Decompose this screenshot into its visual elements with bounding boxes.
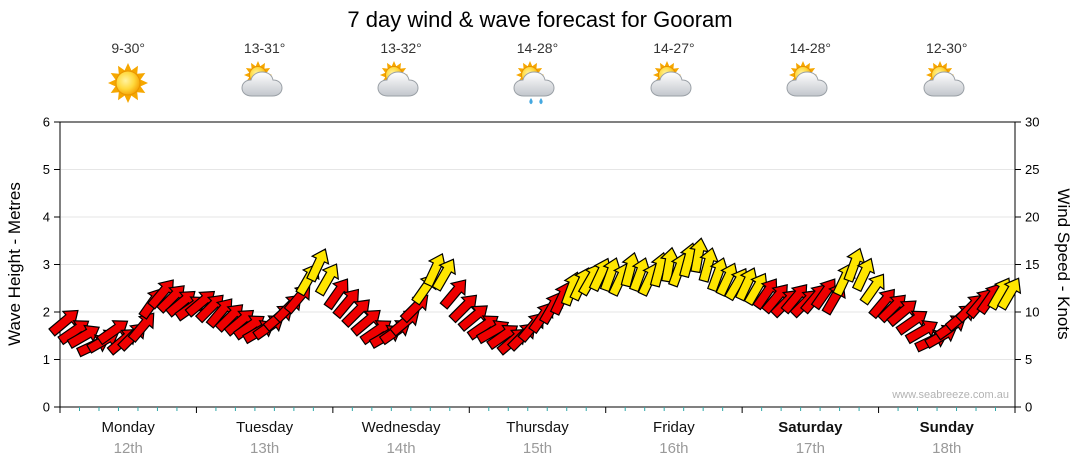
left-axis-tick-label: 3 [43,257,50,272]
temp-range-wednesday: 13-32° [380,40,422,56]
left-axis-tick-label: 1 [43,352,50,367]
day-name: Tuesday [236,419,294,436]
day-column-saturday: 14-28° [742,40,878,106]
day-date: 18th [932,440,962,457]
day-column-sunday: 12-30° [879,40,1015,106]
right-axis-title: Wind Speed - Knots [1054,188,1073,340]
left-axis-tick-label: 2 [43,305,50,320]
wind-arrow [886,300,917,328]
cloud [923,71,965,97]
temp-range-tuesday: 13-31° [243,40,286,56]
day-column-monday: 9-30° [60,40,196,106]
raindrop-icon [539,98,544,105]
wind-arrow [350,309,381,337]
day-label-monday: Monday 12th [60,419,196,457]
day-footer-row: Monday 12th Tuesday 13th Wednesday 14th Thursd… [60,419,1015,457]
cloud [650,71,692,97]
weather-icon-partly-cloudy [786,61,828,97]
page-title: 7 day wind & wave forecast for Gooram [347,7,733,32]
day-date: 13th [250,440,280,457]
weather-icon-showers [513,61,555,105]
day-date: 12th [113,440,143,457]
temp-range-friday: 14-27° [653,40,695,56]
watermark: www.seabreeze.com.au [891,389,1009,401]
right-axis-tick-label: 5 [1025,352,1032,367]
left-axis-tick-label: 4 [43,210,50,225]
wind-arrow [314,263,340,297]
day-name: Friday [653,419,695,436]
wind-arrow [306,248,330,283]
right-axis-tick-label: 30 [1025,115,1039,130]
day-column-thursday: 14-28° [469,40,605,106]
wind-arrow [439,279,467,310]
day-date: 17th [795,440,825,457]
right-axis-tick-label: 0 [1025,400,1032,415]
weather-icon-partly-cloudy [923,61,965,97]
wind-arrow [851,257,876,293]
temp-range-saturday: 14-28° [789,40,832,56]
left-axis-title: Wave Height - Metres [5,182,24,346]
wind-arrow [859,273,885,306]
left-axis-tick-label: 0 [43,400,50,415]
day-header-row: 9-30° 13-31° 13-32° 14-28° 14-27° 14-28° 12-30… [60,40,1015,106]
day-label-thursday: Thursday 15th [469,419,605,457]
wind-arrow [431,258,456,292]
day-date: 16th [659,440,689,457]
right-axis-tick-label: 10 [1025,305,1039,320]
day-column-wednesday: 13-32° [333,40,469,106]
sun-disc [115,70,141,96]
day-date: 14th [386,440,416,457]
wind-arrow [127,312,155,344]
cloud [241,71,283,97]
right-axis-tick-label: 15 [1025,257,1039,272]
day-name: Thursday [506,419,569,436]
wind-arrow [895,310,928,336]
day-label-saturday: Saturday 17th [742,419,878,457]
raindrop-icon [529,98,534,105]
cloud [377,71,419,97]
weather-icon-partly-cloudy [241,61,283,97]
weather-icon-partly-cloudy [650,61,692,97]
day-column-friday: 14-27° [606,40,742,106]
weather-icon-partly-cloudy [377,61,419,97]
wind-arrow [457,305,488,333]
day-name: Saturday [778,419,843,436]
cloud [786,71,828,97]
day-column-tuesday: 13-31° [196,40,332,106]
day-label-tuesday: Tuesday 13th [196,419,332,457]
left-axis-tick-label: 6 [43,115,50,130]
left-axis-tick-label: 5 [43,162,50,177]
temp-range-thursday: 14-28° [516,40,559,56]
temp-range-monday: 9-30° [111,40,146,56]
right-axis-tick-label: 25 [1025,162,1039,177]
wind-arrow [341,299,370,329]
wind-arrow [448,294,478,324]
right-axis-tick-label: 20 [1025,210,1039,225]
day-label-friday: Friday 16th [606,419,742,457]
day-name: Monday [101,419,155,436]
day-date: 15th [522,440,553,457]
cloud [513,71,555,97]
day-label-sunday: Sunday 18th [879,419,1015,457]
day-label-wednesday: Wednesday 14th [333,419,469,457]
weather-icon-sunny [108,63,149,103]
day-name: Wednesday [361,419,441,436]
temp-range-sunday: 12-30° [926,40,968,56]
wind-arrow [48,309,79,337]
wind-arrow [996,277,1022,311]
day-name: Sunday [919,419,974,436]
